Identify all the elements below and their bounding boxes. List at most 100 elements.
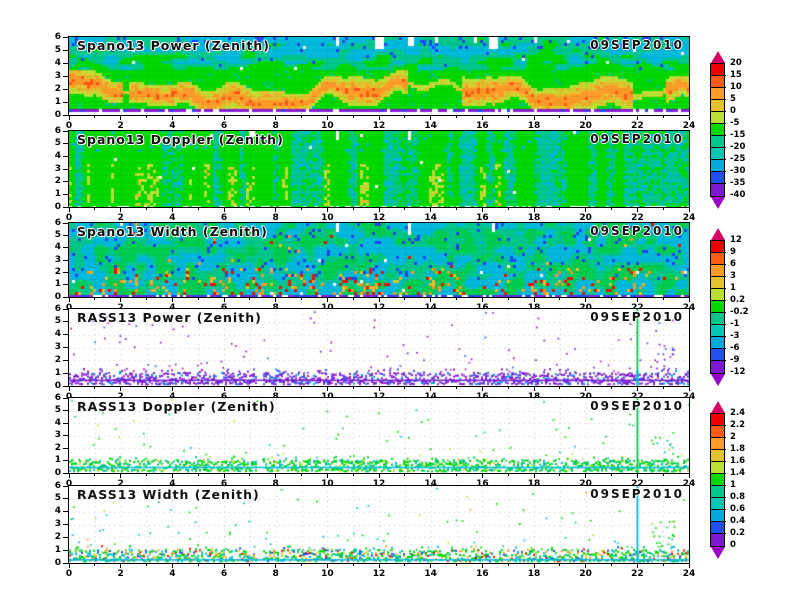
x-minor-tick (662, 387, 664, 389)
x-tick-label: 24 (682, 569, 696, 579)
y-tick-label: 3 (54, 430, 61, 440)
x-minor-tick (507, 298, 509, 300)
x-tick (636, 564, 638, 568)
y-tick (63, 321, 68, 323)
colorbar-tick (710, 275, 726, 277)
x-tick (326, 564, 328, 568)
colorbar-tick-label: 1.8 (730, 444, 746, 454)
y-tick-label: 6 (54, 31, 61, 42)
x-tick-label: 18 (527, 569, 541, 579)
x-tick (481, 208, 483, 212)
x-minor-tick (94, 387, 96, 389)
panel-title: RASS13 Doppler (Zenith) (77, 399, 276, 414)
colorbar-tick (710, 460, 726, 462)
x-minor-tick (559, 208, 561, 210)
x-tick (378, 564, 380, 568)
y-tick-label: 3 (54, 163, 61, 174)
x-tick (68, 474, 70, 478)
y-tick-label: 2 (54, 83, 61, 94)
x-tick-label: 0 (65, 569, 73, 579)
colorbar-tick (710, 347, 726, 349)
y-tick (63, 222, 68, 224)
x-tick (326, 298, 328, 302)
x-tick (688, 298, 690, 302)
x-minor-tick (197, 474, 199, 476)
colorbar-tick (710, 311, 726, 313)
x-tick (533, 387, 535, 391)
y-tick (63, 62, 68, 64)
x-minor-tick (249, 208, 251, 210)
x-tick-label: 16 (476, 569, 489, 579)
x-tick-label: 2 (117, 569, 124, 579)
x-tick-label: 4 (169, 213, 176, 223)
y-tick (63, 485, 68, 487)
x-tick (171, 474, 173, 478)
x-minor-tick (662, 298, 664, 300)
colorbar-tick-label: -15 (730, 130, 746, 140)
colorbar-segment (711, 337, 724, 349)
x-tick-label: 22 (631, 569, 644, 579)
x-tick (430, 208, 432, 212)
y-tick-label: 4 (54, 57, 61, 68)
spano13-power-heatmap (69, 37, 689, 115)
x-tick (68, 208, 70, 212)
x-tick-label: 6 (220, 479, 228, 489)
x-tick-label: 16 (476, 213, 489, 223)
colorbar-tick (710, 122, 726, 124)
x-tick (223, 208, 225, 212)
x-tick (275, 387, 277, 391)
colorbar-segment (711, 534, 724, 546)
x-tick-label: 4 (169, 569, 176, 579)
x-tick-label: 8 (272, 213, 279, 223)
y-tick (63, 397, 68, 399)
y-tick (63, 271, 68, 273)
x-tick-label: 22 (631, 121, 644, 131)
x-tick (430, 474, 432, 478)
colorbar-tick-label: -6 (730, 343, 740, 353)
x-tick (430, 387, 432, 391)
x-tick (430, 116, 432, 120)
x-minor-tick (249, 387, 251, 389)
x-tick (585, 474, 587, 478)
y-tick (63, 511, 68, 513)
y-tick-label: 0 (54, 557, 61, 568)
y-tick-label: 6 (54, 217, 61, 228)
y-tick-label: 3 (54, 254, 61, 265)
colorbar-tick (710, 424, 726, 426)
y-tick-label: 1 (54, 367, 61, 378)
y-tick-label: 6 (54, 125, 61, 136)
y-tick (63, 422, 68, 424)
x-minor-tick (301, 474, 302, 476)
x-minor-tick (301, 564, 302, 566)
y-tick-label: 2 (54, 442, 61, 453)
x-minor-tick (301, 116, 302, 118)
x-minor-tick (352, 474, 354, 476)
colorbar-segment (711, 100, 724, 112)
x-tick-label: 2 (117, 479, 124, 489)
x-tick (636, 474, 638, 478)
colorbar-tick-label: -3 (730, 331, 740, 341)
y-tick-label: 1 (54, 96, 61, 107)
y-tick (63, 49, 68, 51)
x-minor-tick (507, 564, 509, 566)
x-minor-tick (146, 387, 147, 389)
x-minor-tick (507, 387, 509, 389)
x-tick (120, 116, 122, 120)
x-tick (378, 387, 380, 391)
y-tick (63, 143, 68, 145)
x-minor-tick (507, 474, 509, 476)
y-tick-label: 0 (54, 380, 61, 391)
rass13-width-scatter (69, 486, 689, 563)
colorbar-tick (710, 134, 726, 136)
x-tick-label: 20 (579, 121, 592, 131)
colorbar-segment (711, 241, 724, 253)
x-minor-tick (507, 116, 509, 118)
x-tick (326, 474, 328, 478)
colorbar-tick-label: 1.4 (730, 468, 746, 478)
y-tick (63, 259, 68, 261)
x-tick (430, 564, 432, 568)
y-tick (63, 435, 68, 436)
colorbar-tick (710, 146, 726, 148)
colorbar-tick (710, 496, 726, 498)
